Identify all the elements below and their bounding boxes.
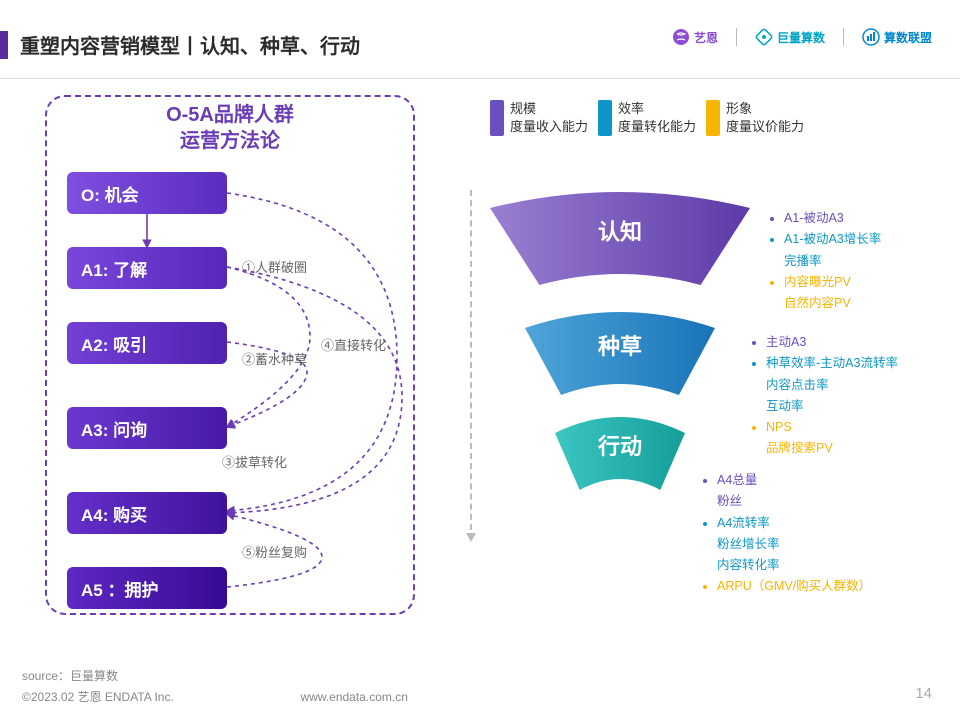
- source-line: source：巨量算数: [22, 667, 408, 684]
- svg-text:认知: 认知: [598, 219, 642, 244]
- brand-logos: 艺恩 巨量算数 算数联盟: [672, 28, 932, 46]
- legend-item: 规模度量收入能力: [490, 100, 588, 136]
- metric-item: NPS: [766, 417, 898, 438]
- copyright: ©2023.02 艺恩 ENDATA Inc.: [22, 690, 174, 704]
- title-accent-bar: [0, 31, 8, 59]
- o5a-title-l2: 运营方法论: [180, 130, 280, 152]
- o5a-panel: O-5A品牌人群 运营方法论 O: 机会 A1: 了解 A2: 吸引 A3: 问询 A4…: [45, 95, 415, 615]
- metric-item: 完播率: [784, 251, 881, 272]
- stage-O: O: 机会: [67, 172, 227, 214]
- metric-item: 互动率: [766, 396, 898, 417]
- metric-item: 内容转化率: [717, 555, 871, 576]
- logo-endata: 艺恩: [672, 28, 718, 46]
- metric-item: 品牌搜索PV: [766, 438, 898, 459]
- stage-A1: A1: 了解: [67, 247, 227, 289]
- legend-text: 效率度量转化能力: [618, 100, 696, 136]
- footer: source：巨量算数 ©2023.02 艺恩 ENDATA Inc. www.…: [22, 667, 408, 705]
- stage-A5: A5 ：拥护: [67, 567, 227, 609]
- header-rule: [0, 78, 960, 79]
- metric-item: A1-被动A3增长率: [784, 229, 881, 250]
- svg-text:行动: 行动: [597, 434, 642, 459]
- metric-item: A1-被动A3: [784, 208, 881, 229]
- slide-title: 重塑内容营销模型丨认知、种草、行动: [20, 30, 360, 59]
- svg-text:种草: 种草: [598, 334, 642, 359]
- metric-item: A4流转率: [717, 513, 871, 534]
- legend-text: 形象度量议价能力: [726, 100, 804, 136]
- legend-text: 规模度量收入能力: [510, 100, 588, 136]
- logo-separator: [736, 28, 737, 46]
- funnel-axis-arrow: [470, 190, 472, 540]
- stage-A2: A2: 吸引: [67, 322, 227, 364]
- metric-item: 粉丝增长率: [717, 534, 871, 555]
- stage-A4: A4: 购买: [67, 492, 227, 534]
- annotation: ①人群破圈: [242, 257, 307, 276]
- metrics-group: A4总量粉丝A4流转率粉丝增长率内容转化率ARPU（GMV/购买人群数）: [703, 470, 871, 598]
- annotation: ③拔草转化: [222, 452, 287, 471]
- annotation: ②蓄水种草: [242, 349, 307, 368]
- source-value: 巨量算数: [70, 669, 118, 683]
- o5a-title-l1: O-5A品牌人群: [166, 104, 294, 126]
- metric-item: 内容曝光PV: [784, 272, 881, 293]
- legend-item: 效率度量转化能力: [598, 100, 696, 136]
- metric-item: A4总量: [717, 470, 871, 491]
- annotation: ④直接转化: [321, 335, 386, 354]
- o5a-title: O-5A品牌人群 运营方法论: [47, 102, 413, 154]
- metric-item: 内容点击率: [766, 375, 898, 396]
- metric-item: 自然内容PV: [784, 293, 881, 314]
- source-label: source：: [22, 669, 70, 683]
- logo-juliang: 巨量算数: [755, 28, 825, 46]
- logo-suanshu: 算数联盟: [862, 28, 932, 46]
- metrics-group: A1-被动A3A1-被动A3增长率完播率内容曝光PV自然内容PV: [770, 208, 881, 314]
- legend-swatch: [706, 100, 720, 136]
- logo-juliang-label: 巨量算数: [777, 29, 825, 46]
- logo-suanshu-label: 算数联盟: [884, 29, 932, 46]
- metric-item: ARPU（GMV/购买人群数）: [717, 576, 871, 597]
- legend-swatch: [490, 100, 504, 136]
- legend-swatch: [598, 100, 612, 136]
- metric-item: 主动A3: [766, 332, 898, 353]
- annotation: ⑤粉丝复购: [242, 542, 307, 561]
- metrics-panel: 规模度量收入能力效率度量转化能力形象度量议价能力 认知种草行动 A1-被动A3A…: [470, 100, 930, 166]
- stage-A3: A3: 问询: [67, 407, 227, 449]
- logo-endata-label: 艺恩: [694, 29, 718, 46]
- metrics-group: 主动A3种草效率-主动A3流转率内容点击率互动率NPS品牌搜索PV: [752, 332, 898, 460]
- legend-item: 形象度量议价能力: [706, 100, 804, 136]
- footer-url: www.endata.com.cn: [300, 690, 407, 704]
- page-number: 14: [915, 685, 932, 702]
- logo-separator: [843, 28, 844, 46]
- metric-item: 种草效率-主动A3流转率: [766, 353, 898, 374]
- metric-item: 粉丝: [717, 491, 871, 512]
- legend: 规模度量收入能力效率度量转化能力形象度量议价能力: [490, 100, 930, 136]
